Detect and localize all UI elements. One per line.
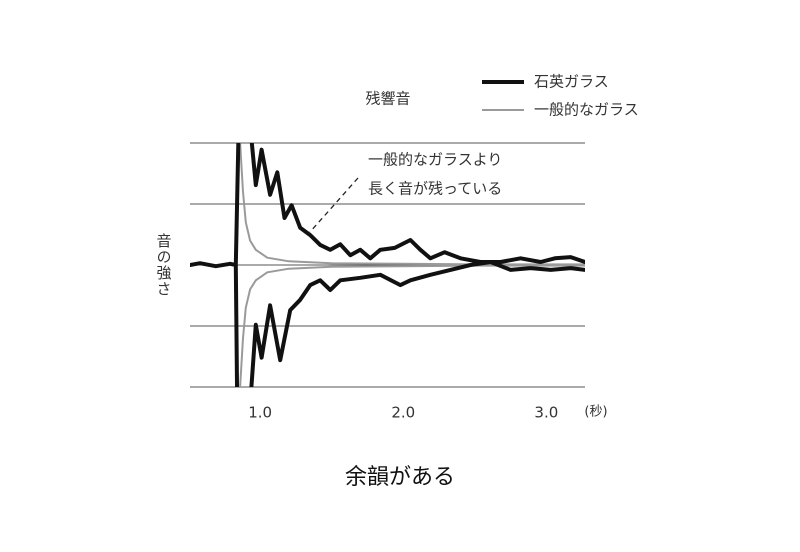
chart-title: 残響音 [365,90,410,108]
x-unit-label: (秒) [584,405,607,420]
caption: 余韻がある [345,465,455,490]
series-line [190,143,585,387]
x-tick-label: 2.0 [391,404,415,422]
x-tick-label: 3.0 [534,404,558,422]
series-line [239,143,585,387]
annotation: 長く音が残っている [368,180,502,198]
annotation: 一般的なガラスより [368,151,502,169]
x-tick-label: 1.0 [248,404,272,422]
legend-label: 一般的なガラス [534,101,639,119]
legend-label: 石英ガラス [534,73,609,91]
annotation-leader [309,177,359,233]
y-axis-label: 音の強さ [155,233,173,297]
